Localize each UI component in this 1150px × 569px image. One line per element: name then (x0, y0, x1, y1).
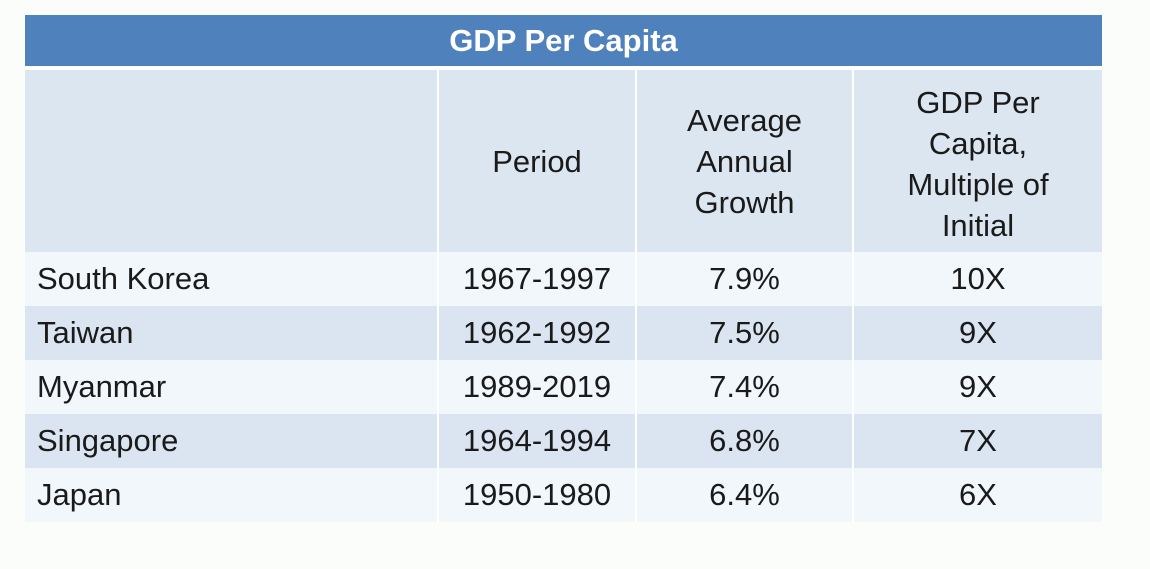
country-cell: Taiwan (25, 306, 437, 360)
country-cell: South Korea (25, 252, 437, 306)
period-cell: 1989-2019 (437, 360, 635, 414)
country-cell: Myanmar (25, 360, 437, 414)
gdp-per-capita-table: GDP Per Capita Period Average Annual Gro… (25, 15, 1103, 522)
multiple-cell: 10X (852, 252, 1103, 306)
header-multiple-line-4: Initial (941, 208, 1015, 243)
header-average-annual-growth: Average Annual Growth (635, 70, 852, 252)
header-growth-line-1: Average (687, 102, 802, 138)
header-multiple-line-3: Multiple of (907, 167, 1049, 202)
header-period: Period (437, 70, 635, 252)
growth-cell: 6.4% (635, 468, 852, 522)
header-multiple-line-2: Capita, (928, 126, 1028, 161)
multiple-cell: 9X (852, 306, 1103, 360)
header-country (25, 70, 437, 252)
table-title: GDP Per Capita (25, 15, 1103, 70)
table-row: South Korea 1967-1997 7.9% 10X (25, 252, 1103, 306)
table-row: Myanmar 1989-2019 7.4% 9X (25, 360, 1103, 414)
table-row: Singapore 1964-1994 6.8% 7X (25, 414, 1103, 468)
country-cell: Japan (25, 468, 437, 522)
header-growth-line-3: Growth (694, 184, 795, 220)
growth-cell: 6.8% (635, 414, 852, 468)
growth-cell: 7.9% (635, 252, 852, 306)
period-cell: 1962-1992 (437, 306, 635, 360)
table-row: Japan 1950-1980 6.4% 6X (25, 468, 1103, 522)
multiple-cell: 9X (852, 360, 1103, 414)
header-growth-line-2: Annual (696, 143, 793, 179)
period-cell: 1967-1997 (437, 252, 635, 306)
period-cell: 1964-1994 (437, 414, 635, 468)
header-gdp-multiple: GDP Per Capita, Multiple of Initial (852, 70, 1103, 252)
multiple-cell: 7X (852, 414, 1103, 468)
header-multiple-line-1: GDP Per (916, 85, 1040, 120)
multiple-cell: 6X (852, 468, 1103, 522)
growth-cell: 7.5% (635, 306, 852, 360)
country-cell: Singapore (25, 414, 437, 468)
period-cell: 1950-1980 (437, 468, 635, 522)
growth-cell: 7.4% (635, 360, 852, 414)
table-row: Taiwan 1962-1992 7.5% 9X (25, 306, 1103, 360)
header-row: Period Average Annual Growth GDP Per Cap… (25, 70, 1103, 252)
